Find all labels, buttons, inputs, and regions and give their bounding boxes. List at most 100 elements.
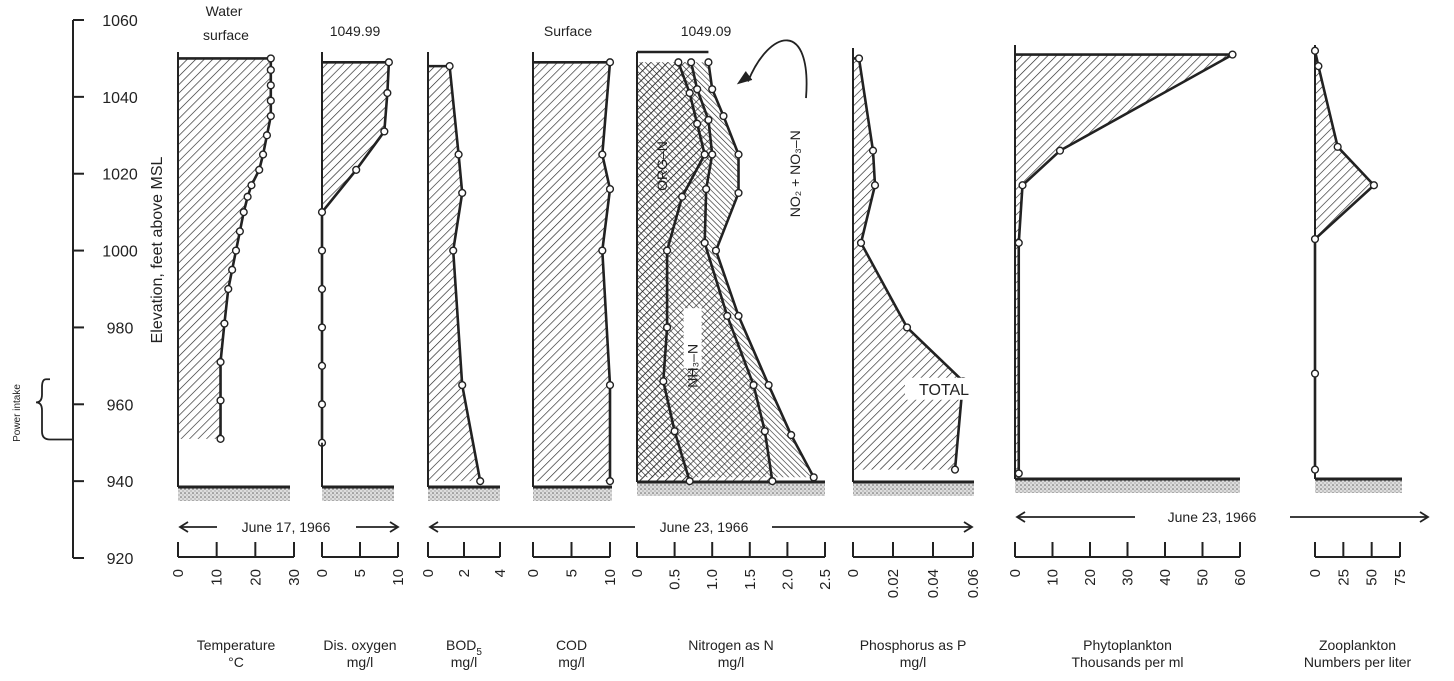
elevation-ticks: 1060 1040 1020 1000 980 960 940 920 (73, 13, 138, 568)
power-intake-brace (35, 378, 73, 441)
bod5-data-point (476, 477, 485, 486)
dissolved-oxygen-data-point (383, 88, 392, 98)
temperature-data-point (266, 54, 275, 63)
nitrogen-data-point (723, 311, 732, 321)
bod5-profile-line (448, 65, 482, 482)
bod5-x-tick-label: 0 (420, 569, 437, 577)
dissolved-oxygen-profile-area (322, 62, 389, 443)
temperature-caption-units: °C (228, 654, 244, 670)
nitrogen-x-tick-label: 1.5 (742, 569, 759, 590)
nitrogen-x-tick-label: 2.0 (779, 569, 796, 590)
nitrogen-x-tick-label: 0 (629, 569, 646, 577)
phytoplankton-data-point (1228, 50, 1237, 59)
temperature-data-point (247, 181, 256, 190)
nitrogen-data-point (693, 119, 702, 128)
temperature-data-point (220, 319, 229, 328)
nitrogen-data-point (700, 150, 709, 159)
bottom-sediment (1015, 479, 1240, 493)
cod-data-point (598, 246, 607, 255)
zooplankton-data-point (1310, 234, 1320, 244)
nitrogen-data-point (764, 380, 773, 390)
date-label-june23a: June 23, 1966 (660, 519, 749, 535)
bod5-data-point (449, 246, 458, 255)
nitrogen-caption: Nitrogen as N (688, 637, 774, 653)
nitrogen-area-0 (637, 62, 705, 482)
nitrogen-data-point (662, 323, 672, 332)
dissolved-oxygen-x-tick-label: 10 (390, 569, 407, 586)
temperature-data-point (228, 265, 237, 274)
cod-surface-label: Surface (544, 23, 592, 39)
zooplankton-caption: Zooplankton (1319, 637, 1396, 653)
nitrogen-data-point (708, 150, 717, 159)
date-arrowhead-june23b-left (1015, 511, 1026, 523)
bod5-data-point (454, 150, 463, 159)
cod-data-point (598, 150, 607, 159)
nitrogen-data-point (708, 85, 717, 94)
bod5-data-point (458, 188, 467, 198)
phosphorus-x-tick-label: 0.06 (965, 569, 982, 598)
water-surface-label-line2: surface (203, 27, 249, 43)
panel-phosphorus: TOTAL 0 0.02 0.04 0.06 Phosphorus as Pmg/l (845, 48, 983, 670)
nitrogen-data-point (685, 477, 694, 486)
phytoplankton-x-tick-label: 0 (1007, 569, 1024, 577)
nitrogen-data-point (734, 311, 743, 321)
date-label-june23b: June 23, 1966 (1168, 509, 1257, 525)
nitrogen-data-point (704, 115, 713, 125)
elevation-tick-label: 920 (107, 551, 134, 568)
nitrogen-series-line (689, 61, 774, 482)
phytoplankton-data-point (1014, 469, 1023, 478)
temperature-data-point (243, 192, 252, 201)
cod-caption: COD (556, 637, 587, 653)
bottom-sediment (533, 487, 612, 501)
date-arrowhead-june17-left (178, 521, 189, 533)
phytoplankton-x-tick-label: 50 (1195, 569, 1212, 586)
zooplankton-data-point (1369, 181, 1379, 190)
cod-data-point (605, 184, 615, 194)
zooplankton-x-tick-label: 75 (1392, 569, 1409, 586)
nh3-label-background (683, 308, 702, 369)
date-range-arrows: June 17, 1966 June 23, 1966 June 23, 196… (178, 509, 1430, 535)
dissolved-oxygen-data-point (317, 323, 327, 332)
panel-headers: Water surface 1049.99 Surface 1049.09 (203, 3, 731, 43)
temperature-data-point (258, 150, 268, 159)
temperature-x-tick-label: 20 (247, 569, 264, 586)
temperature-x-tick-label: 30 (286, 569, 303, 586)
temperature-data-point (262, 131, 272, 140)
nitrogen-surface-elevation: 1049.09 (681, 23, 732, 39)
phosphorus-data-point (854, 54, 864, 63)
cod-x-tick-label: 5 (564, 569, 581, 577)
temperature-data-point (266, 81, 275, 90)
dissolved-oxygen-x-tick-label: 0 (314, 569, 331, 577)
nitrogen-data-point (687, 58, 696, 67)
date-label-june17: June 17, 1966 (242, 519, 331, 535)
dissolved-oxygen-caption: Dis. oxygen (323, 637, 396, 653)
cod-data-point (605, 58, 615, 67)
date-arrowhead-june23a-left (428, 521, 439, 533)
dissolved-oxygen-x-tick-label: 5 (352, 569, 369, 577)
nitrogen-data-point (693, 85, 702, 94)
org-n-label: ORG–N (654, 141, 670, 191)
water-surface-label-line1: Water (206, 3, 243, 19)
dissolved-oxygen-data-point (317, 400, 327, 409)
temperature-data-point (239, 208, 248, 217)
cod-x-tick-label: 10 (602, 569, 619, 586)
phytoplankton-caption: Phytoplankton (1083, 637, 1172, 653)
bottom-sediment (428, 487, 500, 501)
temperature-data-point (266, 96, 275, 105)
nitrogen-caption-units: mg/l (718, 654, 744, 670)
elevation-axis: 1060 1040 1020 1000 980 960 940 920 Elevation, … (12, 13, 166, 568)
cod-x-tick-label: 0 (525, 569, 542, 577)
nitrogen-data-point (768, 477, 777, 486)
zooplankton-data-point (1310, 369, 1320, 378)
nitrogen-data-point (749, 380, 758, 390)
nitrogen-data-point (711, 246, 721, 255)
date-arrowhead-june23b-right (1419, 511, 1430, 523)
dissolved-oxygen-data-point (384, 58, 393, 67)
nitrogen-data-point (700, 238, 709, 247)
total-label-background (905, 377, 983, 400)
nitrogen-data-point (787, 430, 796, 440)
